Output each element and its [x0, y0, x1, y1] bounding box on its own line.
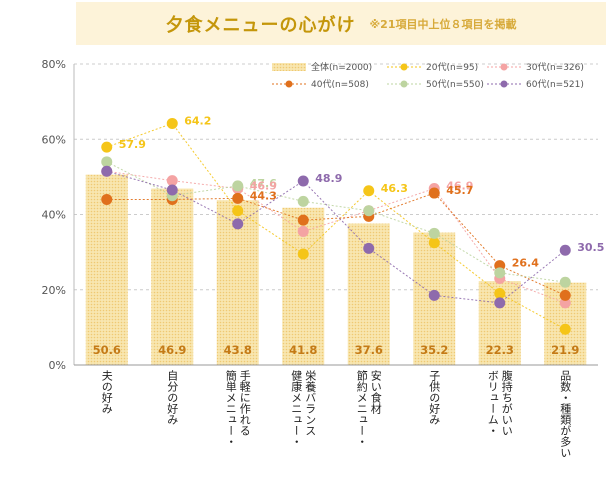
category-label: 節約メニュー・: [355, 369, 368, 447]
chart-title-box: 夕食メニューの心がけ ※21項目中上位８項目を掲載: [76, 2, 606, 45]
data-point: [297, 248, 309, 260]
bar-value-label: 37.6: [355, 343, 383, 357]
data-point: [232, 180, 244, 192]
point-value-label: 46.9: [250, 180, 277, 193]
chart-title: 夕食メニューの心がけ: [165, 14, 356, 36]
data-point: [428, 187, 440, 199]
data-point: [428, 289, 440, 301]
data-point: [494, 297, 506, 309]
bar-value-label: 43.8: [224, 343, 252, 357]
legend-label: 50代(n=550): [426, 79, 484, 90]
y-tick-label: 40%: [42, 209, 66, 222]
data-point: [363, 242, 375, 254]
point-value-label: 57.9: [119, 138, 146, 151]
category-label: 自分の好み: [166, 370, 179, 425]
bar-value-label: 35.2: [420, 343, 448, 357]
data-point: [559, 244, 571, 256]
data-point: [232, 205, 244, 217]
y-tick-label: 80%: [42, 58, 66, 71]
data-point: [428, 227, 440, 239]
data-point: [101, 165, 113, 177]
data-point: [363, 185, 375, 197]
y-tick-label: 20%: [42, 284, 66, 297]
category-label: 手軽に作れる: [238, 369, 251, 436]
point-value-label: 26.4: [512, 257, 539, 270]
point-value-label: 45.7: [446, 184, 473, 197]
series-line: [106, 170, 566, 304]
category-label: 簡単メニュー・: [224, 369, 237, 447]
data-point: [232, 192, 244, 204]
bar: [85, 174, 128, 365]
category-label: 子供の好み: [428, 370, 441, 425]
data-point: [101, 193, 113, 205]
legend-label: 20代(n=95): [426, 62, 478, 73]
data-point: [559, 297, 571, 309]
point-value-label: 47.6: [250, 177, 277, 190]
data-point: [428, 237, 440, 249]
data-point: [166, 184, 178, 196]
legend-marker: [500, 80, 508, 88]
category-label: ボリューム・: [486, 370, 499, 436]
legend-label: 40代(n=508): [311, 79, 369, 90]
data-point: [232, 218, 244, 230]
bar-value-label: 22.3: [486, 343, 514, 357]
bar: [151, 188, 194, 365]
legend-marker: [400, 63, 408, 71]
data-point: [297, 175, 309, 187]
legend-label: 30代(n=326): [526, 62, 584, 73]
data-point: [297, 214, 309, 226]
data-point: [101, 156, 113, 168]
data-point: [494, 288, 506, 300]
category-label: 健康メニュー・: [290, 370, 303, 447]
y-tick-label: 60%: [42, 133, 66, 146]
category-label: 腹持ちがいい: [500, 369, 513, 436]
data-point: [363, 205, 375, 217]
data-point: [494, 267, 506, 279]
point-value-label: 64.2: [184, 114, 211, 127]
category-label: 夫の好み: [100, 370, 113, 414]
legend-label: 60代(n=521): [526, 79, 584, 90]
data-point: [297, 195, 309, 207]
legend-marker: [500, 63, 508, 71]
point-value-label: 30.5: [577, 241, 604, 254]
point-value-label: 48.9: [315, 172, 342, 185]
data-point: [166, 175, 178, 187]
category-label: 栄養バランス: [304, 369, 317, 436]
data-point: [559, 289, 571, 301]
bar-value-label: 21.9: [551, 343, 579, 357]
data-point: [559, 323, 571, 335]
data-point: [297, 225, 309, 237]
bar-value-label: 46.9: [158, 343, 186, 357]
legend-swatch: [272, 63, 306, 71]
data-point: [101, 141, 113, 153]
chart-note: ※21項目中上位８項目を掲載: [369, 17, 517, 31]
legend-marker: [285, 80, 293, 88]
bar-value-label: 41.8: [289, 343, 317, 357]
point-value-label: 46.9: [446, 180, 473, 193]
series-line: [106, 170, 566, 304]
series-line: [106, 161, 566, 283]
point-value-label: 44.3: [250, 189, 277, 202]
point-value-label: 46.3: [381, 182, 408, 195]
category-label: 品数・種類が多い: [559, 370, 572, 458]
y-tick-label: 0%: [49, 359, 66, 372]
legend-marker: [400, 80, 408, 88]
data-point: [559, 276, 571, 288]
legend-label: 全体(n=2000): [311, 61, 372, 73]
series-line: [106, 192, 566, 296]
category-label: 安い食材: [369, 369, 382, 414]
data-point: [166, 117, 178, 129]
bar-value-label: 50.6: [93, 343, 121, 357]
series-line: [106, 122, 566, 330]
